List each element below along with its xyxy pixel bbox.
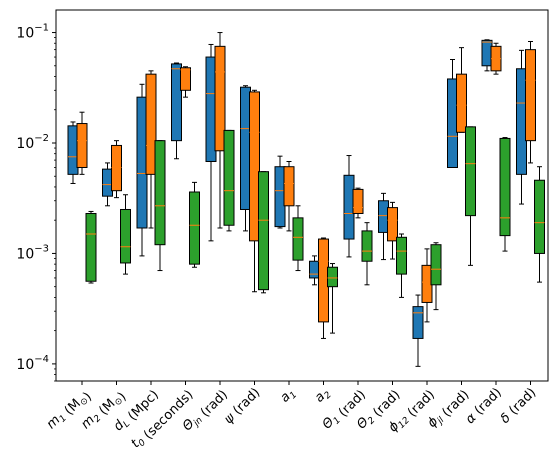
x-tick-label: a1 bbox=[278, 385, 300, 407]
box bbox=[258, 171, 269, 291]
plot-area bbox=[55, 9, 549, 382]
box-group bbox=[283, 160, 295, 232]
box bbox=[352, 188, 364, 214]
box bbox=[327, 266, 338, 288]
box bbox=[534, 179, 545, 254]
y-axis: 10−4 10−3 10−2 10−1 bbox=[16, 23, 56, 382]
box-group bbox=[396, 233, 407, 298]
box-group bbox=[292, 205, 304, 272]
box bbox=[189, 191, 200, 265]
box-group bbox=[465, 126, 476, 266]
y-tick-label: 10−3 bbox=[16, 243, 49, 262]
box bbox=[214, 45, 226, 152]
box-group bbox=[352, 187, 364, 219]
box-group bbox=[421, 248, 433, 323]
box-group bbox=[387, 201, 398, 260]
box-group bbox=[111, 140, 122, 199]
box bbox=[111, 144, 122, 192]
box bbox=[283, 166, 295, 207]
box bbox=[145, 73, 157, 175]
box-group bbox=[171, 62, 182, 160]
box-group bbox=[249, 89, 260, 293]
box-group bbox=[258, 171, 269, 294]
box-group bbox=[534, 166, 545, 283]
y-tick-label: 10−2 bbox=[16, 133, 49, 152]
box bbox=[361, 230, 373, 262]
box bbox=[120, 208, 131, 264]
box-group bbox=[214, 32, 226, 229]
box-group bbox=[223, 129, 235, 232]
box bbox=[396, 236, 407, 275]
box bbox=[223, 129, 235, 226]
y-tick-label: 10−4 bbox=[16, 354, 49, 373]
box bbox=[456, 73, 467, 133]
box-group bbox=[120, 194, 131, 275]
box-group bbox=[154, 140, 166, 272]
box bbox=[387, 207, 398, 242]
box bbox=[465, 126, 476, 217]
y-tick-label: 10−1 bbox=[16, 23, 49, 42]
box bbox=[292, 217, 304, 261]
x-axis: m1 (M⊙)m2 (M⊙)dL (Mpc)t0 (seconds)Θjn (r… bbox=[44, 381, 540, 451]
box-group bbox=[456, 47, 467, 133]
box bbox=[412, 306, 424, 339]
box-group bbox=[499, 137, 511, 252]
box-group bbox=[327, 263, 338, 334]
box bbox=[154, 140, 166, 246]
box-group bbox=[189, 181, 200, 268]
box-group bbox=[361, 222, 373, 286]
box bbox=[180, 67, 191, 91]
box-group bbox=[180, 66, 191, 98]
box bbox=[525, 49, 536, 142]
box-group bbox=[430, 242, 442, 311]
box-group bbox=[525, 40, 536, 164]
box bbox=[85, 212, 97, 282]
box-group bbox=[490, 42, 502, 75]
x-tick-label: δ (rad) bbox=[498, 385, 540, 427]
axes-frame bbox=[55, 9, 549, 382]
box bbox=[430, 244, 442, 286]
box bbox=[76, 123, 88, 168]
x-tick-label: α (rad) bbox=[463, 385, 505, 427]
x-tick-label: ψ (rad) bbox=[221, 385, 263, 427]
box bbox=[499, 137, 511, 237]
box-group bbox=[76, 111, 88, 175]
box bbox=[171, 63, 182, 142]
box-group bbox=[412, 294, 424, 367]
box-group bbox=[145, 70, 157, 229]
box bbox=[249, 91, 260, 242]
box-group bbox=[318, 237, 329, 339]
box-group bbox=[85, 210, 97, 284]
x-tick-label: a2 bbox=[312, 385, 334, 407]
